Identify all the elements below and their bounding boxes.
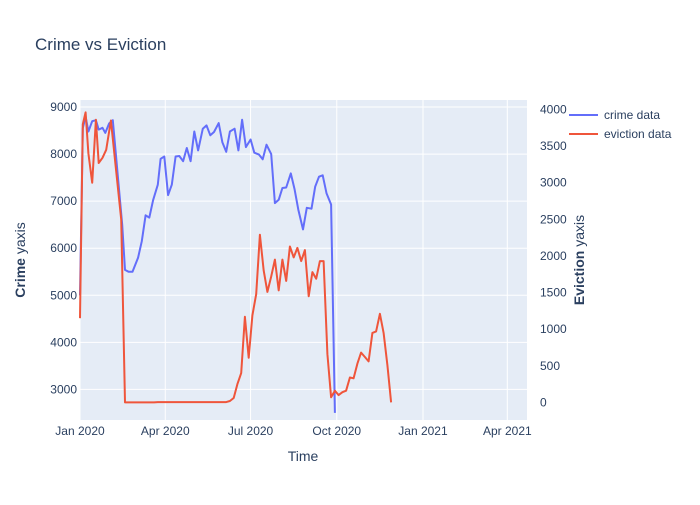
left-y-tick-label: 7000 bbox=[50, 194, 77, 208]
left-y-tick-label: 8000 bbox=[50, 147, 77, 161]
left-axis-title: Crime yaxis bbox=[12, 222, 28, 297]
right-y-tick-label: 1500 bbox=[540, 286, 567, 300]
legend-item-crime[interactable]: crime data bbox=[569, 108, 660, 122]
left-y-tick-label: 9000 bbox=[50, 100, 77, 114]
left-y-tick-label: 5000 bbox=[50, 288, 77, 302]
x-tick-label: Oct 2020 bbox=[312, 424, 361, 438]
left-axis-title-bold: Crime bbox=[12, 258, 28, 298]
x-tick-label: Jan 2020 bbox=[55, 424, 105, 438]
series-lines bbox=[79, 111, 393, 413]
right-y-tick-label: 2000 bbox=[540, 249, 567, 263]
x-tick-label: Apr 2021 bbox=[483, 424, 532, 438]
x-tick-label: Jul 2020 bbox=[228, 424, 274, 438]
right-axis-title-rest: yaxis bbox=[571, 215, 587, 251]
gridlines bbox=[79, 100, 527, 420]
right-y-tick-label: 500 bbox=[540, 359, 560, 373]
eviction-series-line[interactable] bbox=[79, 111, 393, 404]
tick-labels: Jan 2020 Apr 2020 Jul 2020 Oct 2020 Jan 2021… bbox=[50, 100, 567, 438]
right-y-tick-label: 2500 bbox=[540, 212, 567, 226]
right-y-tick-label: 4000 bbox=[540, 103, 567, 117]
right-y-tick-label: 1000 bbox=[540, 322, 567, 336]
legend-label-crime: crime data bbox=[604, 108, 660, 122]
x-tick-label: Apr 2020 bbox=[141, 424, 190, 438]
legend-label-eviction: eviction data bbox=[604, 127, 672, 141]
right-y-tick-label: 3500 bbox=[540, 139, 567, 153]
left-y-tick-label: 3000 bbox=[50, 382, 77, 396]
chart-title: Crime vs Eviction bbox=[35, 35, 166, 54]
left-y-tick-label: 4000 bbox=[50, 335, 77, 349]
plot-background bbox=[80, 100, 527, 420]
legend[interactable]: crime data eviction data bbox=[569, 108, 672, 141]
left-axis-title-rest: yaxis bbox=[12, 222, 28, 258]
right-axis-title: Eviction yaxis bbox=[571, 215, 587, 305]
right-y-tick-label: 0 bbox=[540, 395, 547, 409]
x-axis-title: Time bbox=[288, 448, 319, 464]
x-tick-label: Jan 2021 bbox=[398, 424, 448, 438]
right-axis-title-bold: Eviction bbox=[571, 251, 587, 305]
legend-item-eviction[interactable]: eviction data bbox=[569, 127, 672, 141]
left-y-tick-label: 6000 bbox=[50, 241, 77, 255]
right-y-tick-label: 3000 bbox=[540, 176, 567, 190]
